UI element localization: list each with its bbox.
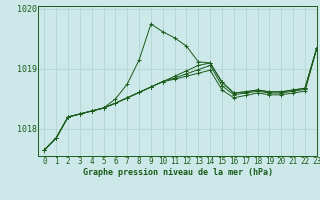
X-axis label: Graphe pression niveau de la mer (hPa): Graphe pression niveau de la mer (hPa) [83,168,273,177]
